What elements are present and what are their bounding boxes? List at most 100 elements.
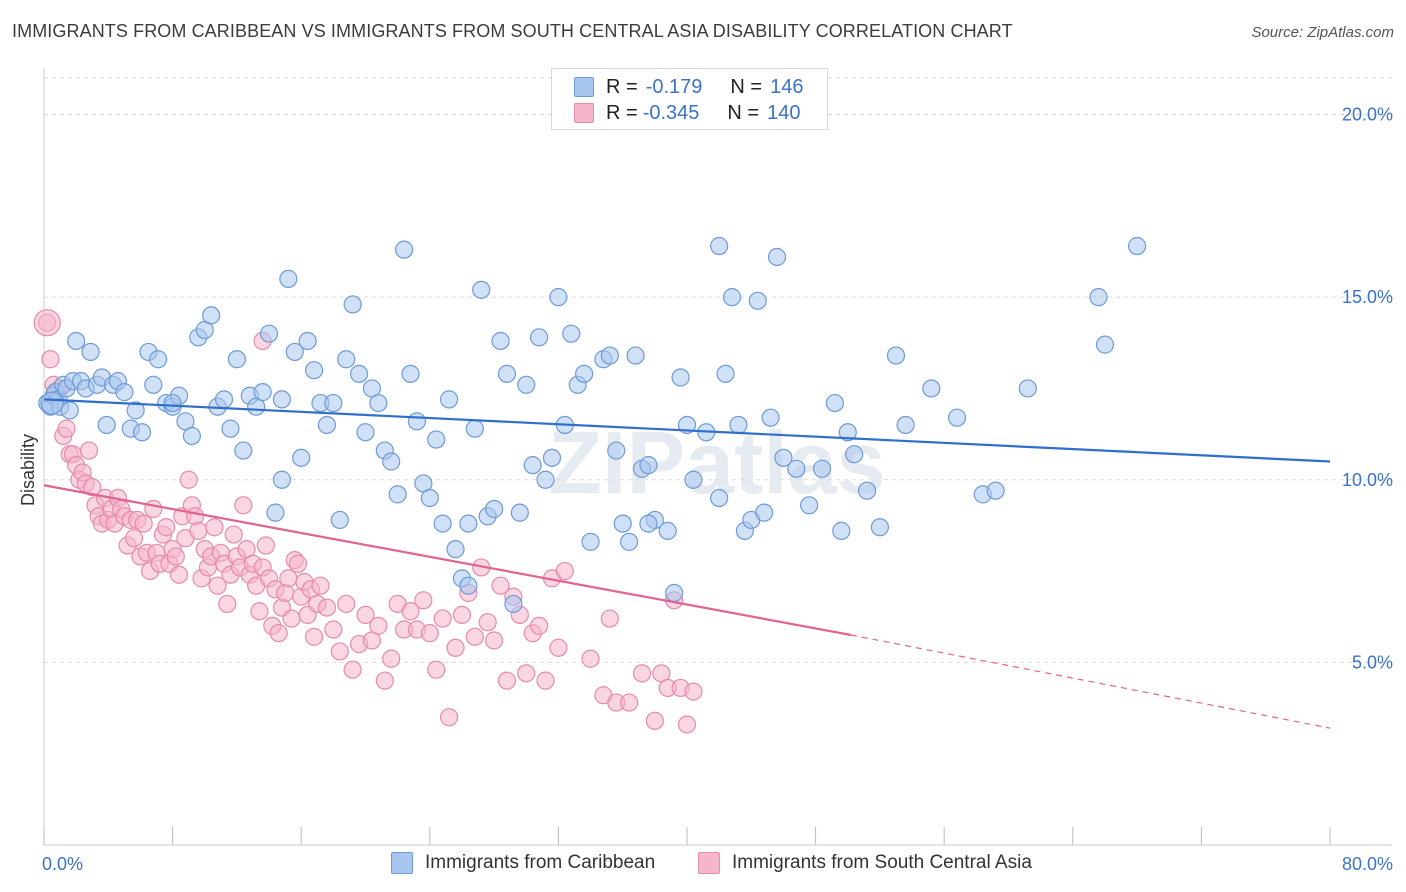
bottom-legend-caribbean: Immigrants from Caribbean <box>391 852 655 874</box>
point-caribbean <box>562 324 581 343</box>
point-caribbean <box>870 518 890 537</box>
point-south-central-asia <box>224 525 243 544</box>
point-caribbean <box>382 452 401 471</box>
y-tick-label: 20.0% <box>1342 105 1393 125</box>
legend-r-value: -0.179 <box>645 75 703 98</box>
point-caribbean <box>600 346 619 365</box>
point-caribbean <box>234 441 253 460</box>
point-caribbean <box>279 269 298 288</box>
legend-swatch-caribbean <box>574 77 594 97</box>
legend-r-label: R = <box>606 101 638 124</box>
legend-row-caribbean: R = -0.179 N = 146 <box>574 74 803 100</box>
point-caribbean <box>1127 236 1147 256</box>
point-caribbean <box>658 521 677 540</box>
point-caribbean <box>401 364 420 383</box>
point-south-central-asia <box>446 638 465 657</box>
point-caribbean <box>639 514 658 533</box>
point-caribbean <box>356 423 375 442</box>
point-caribbean <box>163 393 182 413</box>
point-caribbean <box>388 485 407 504</box>
point-south-central-asia <box>420 624 439 643</box>
point-south-central-asia <box>485 631 504 650</box>
point-caribbean <box>613 514 632 533</box>
legend-n-label: N = <box>730 75 763 98</box>
point-caribbean <box>838 423 857 442</box>
point-caribbean <box>126 401 145 420</box>
point-caribbean <box>761 408 780 427</box>
point-caribbean <box>369 393 388 413</box>
x-tick-label: 80.0% <box>1342 854 1393 874</box>
point-caribbean <box>149 350 168 369</box>
point-south-central-asia <box>581 649 600 668</box>
point-south-central-asia <box>250 602 269 621</box>
point-caribbean <box>710 488 729 508</box>
point-caribbean <box>575 364 594 383</box>
axes <box>43 68 1392 846</box>
point-caribbean <box>620 532 639 551</box>
legend-r-label: R = <box>606 75 638 98</box>
point-caribbean <box>800 496 819 515</box>
point-south-central-asia <box>269 624 288 643</box>
point-caribbean <box>886 346 906 365</box>
point-south-central-asia <box>208 576 227 595</box>
point-south-central-asia <box>491 576 510 595</box>
point-south-central-asia <box>439 708 459 727</box>
point-caribbean <box>857 481 877 500</box>
point-south-central-asia <box>343 660 362 679</box>
point-south-central-asia <box>427 660 446 679</box>
point-south-central-asia <box>382 649 401 668</box>
point-caribbean <box>1018 379 1037 398</box>
point-caribbean <box>459 576 478 595</box>
point-south-central-asia <box>311 576 330 595</box>
point-south-central-asia <box>517 664 536 683</box>
bottom-legend-label-south-central-asia: Immigrants from South Central Asia <box>732 852 1032 873</box>
point-south-central-asia <box>337 594 356 614</box>
point-caribbean <box>446 540 465 559</box>
point-caribbean <box>330 510 349 530</box>
point-caribbean <box>97 415 116 435</box>
point-caribbean <box>896 415 915 435</box>
point-caribbean <box>542 448 562 467</box>
point-south-central-asia <box>157 518 176 537</box>
point-south-central-asia <box>282 609 301 628</box>
point-caribbean <box>832 521 851 540</box>
point-caribbean <box>549 288 568 307</box>
chart-title: IMMIGRANTS FROM CARIBBEAN VS IMMIGRANTS … <box>12 21 1013 41</box>
point-caribbean <box>626 346 645 365</box>
point-south-central-asia <box>169 565 189 584</box>
point-south-central-asia <box>555 561 574 581</box>
point-caribbean <box>317 415 337 435</box>
point-caribbean <box>986 481 1005 500</box>
point-caribbean <box>491 331 510 351</box>
point-south-central-asia <box>33 309 61 337</box>
point-caribbean <box>710 236 729 256</box>
point-caribbean <box>394 240 414 259</box>
point-caribbean <box>947 408 967 427</box>
point-south-central-asia <box>600 609 619 628</box>
bottom-legend-south-central-asia: Immigrants from South Central Asia <box>698 852 1032 874</box>
point-caribbean <box>81 342 100 362</box>
point-south-central-asia <box>134 514 153 533</box>
point-south-central-asia <box>57 419 76 438</box>
point-caribbean <box>523 456 542 475</box>
point-caribbean <box>292 448 311 467</box>
point-caribbean <box>420 488 439 508</box>
point-caribbean <box>581 532 600 551</box>
point-caribbean <box>221 419 240 438</box>
point-caribbean <box>40 391 64 415</box>
point-south-central-asia <box>304 627 324 646</box>
point-caribbean <box>60 401 79 420</box>
point-south-central-asia <box>478 613 497 632</box>
point-caribbean <box>755 503 774 522</box>
point-caribbean <box>182 426 201 446</box>
point-caribbean <box>665 583 684 603</box>
point-caribbean <box>639 456 658 475</box>
legend: R = -0.179 N = 146 R = -0.345 N = 140 <box>551 68 828 130</box>
point-south-central-asia <box>375 671 394 690</box>
point-caribbean <box>485 499 504 519</box>
point-caribbean <box>729 415 748 435</box>
point-south-central-asia <box>83 477 102 497</box>
legend-n-value: 146 <box>770 75 804 98</box>
point-south-central-asia <box>79 441 99 460</box>
